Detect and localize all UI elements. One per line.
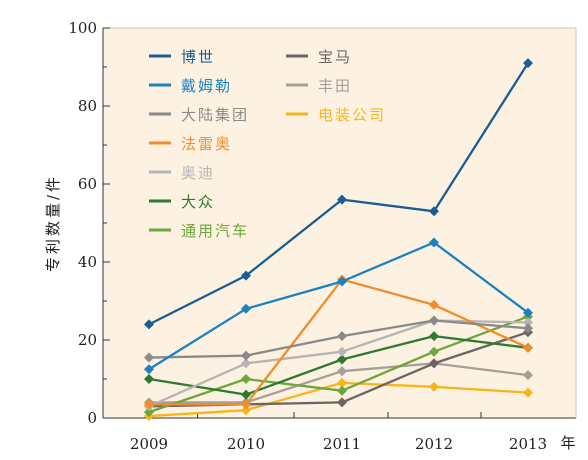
- y-tick-label: 0: [87, 409, 97, 427]
- data-point-marker: [241, 350, 251, 361]
- data-point-marker: [429, 358, 439, 369]
- data-point-marker: [337, 194, 347, 205]
- data-point-marker: [241, 405, 251, 416]
- data-point-marker: [337, 366, 347, 377]
- data-point-marker: [523, 317, 533, 328]
- data-point-marker: [429, 299, 439, 310]
- axes: 0 20 40 60 80 100 2009 2010 2011 2012 2013: [68, 19, 577, 453]
- data-point-marker: [429, 331, 439, 342]
- data-point-marker: [144, 319, 154, 330]
- legend-label: 宝马: [318, 48, 352, 66]
- series-1: [144, 58, 533, 330]
- data-point-marker: [337, 346, 347, 357]
- data-point-marker: [144, 364, 154, 375]
- legend-label: 奥迪: [181, 164, 215, 182]
- data-point-marker: [523, 342, 533, 353]
- data-point-marker: [429, 381, 439, 392]
- data-point-marker: [429, 315, 439, 326]
- data-point-marker: [523, 323, 533, 334]
- data-point-marker: [337, 397, 347, 408]
- data-point-marker: [337, 354, 347, 365]
- data-point-marker: [241, 358, 251, 369]
- data-point-marker: [144, 352, 154, 363]
- data-point-marker: [523, 307, 533, 318]
- legend-item: 通用汽车: [149, 222, 249, 240]
- legend-item: 电装公司: [286, 106, 386, 124]
- legend-item: 大众: [149, 193, 215, 211]
- legend-label: 通用汽车: [181, 222, 249, 240]
- legend-item: 奥迪: [149, 164, 215, 182]
- data-point-marker: [523, 370, 533, 381]
- x-tick-label: 2010: [227, 435, 265, 453]
- data-point-marker: [241, 303, 251, 314]
- legend-label: 大众: [181, 193, 215, 211]
- data-point-marker: [337, 385, 347, 396]
- legend-item: 宝马: [286, 48, 352, 66]
- data-point-marker: [241, 389, 251, 400]
- legend-label: 电装公司: [318, 106, 386, 124]
- y-tick-label: 80: [78, 97, 97, 115]
- y-tick-label: 40: [78, 253, 97, 271]
- legend-item: 丰田: [286, 77, 352, 95]
- data-point-marker: [337, 276, 347, 287]
- x-tick-label: 2013: [509, 435, 547, 453]
- legend-item: 博世: [149, 48, 215, 66]
- data-point-marker: [337, 331, 347, 342]
- legend-label: 博世: [181, 48, 215, 66]
- y-tick-label: 100: [68, 19, 97, 37]
- y-tick-label: 60: [78, 175, 97, 193]
- data-point-marker: [523, 58, 533, 69]
- legend-label: 戴姆勒: [181, 77, 232, 95]
- y-tick-label: 20: [78, 331, 97, 349]
- data-point-marker: [144, 399, 154, 410]
- data-point-marker: [241, 270, 251, 281]
- x-tick-label: 2012: [415, 435, 453, 453]
- data-point-marker: [144, 407, 154, 418]
- data-point-marker: [337, 377, 347, 388]
- y-axis-label: 专利数量/件: [44, 174, 62, 272]
- legend-label: 大陆集团: [181, 106, 249, 124]
- data-point-marker: [429, 346, 439, 357]
- series-layer: [144, 58, 533, 422]
- series-2: [144, 237, 533, 375]
- data-point-marker: [144, 374, 154, 384]
- legend-item: 大陆集团: [149, 106, 249, 124]
- x-tick-label: 2011: [323, 435, 361, 453]
- x-axis-unit: 年: [560, 434, 575, 452]
- series-3: [144, 315, 533, 363]
- x-tick-label: 2009: [130, 435, 168, 453]
- data-point-marker: [429, 237, 439, 248]
- data-point-marker: [429, 206, 439, 217]
- data-point-marker: [523, 387, 533, 398]
- legend-label: 丰田: [318, 77, 352, 95]
- data-point-marker: [241, 374, 251, 384]
- legend-label: 法雷奥: [181, 135, 232, 153]
- legend-item: 法雷奥: [149, 135, 232, 153]
- legend-item: 戴姆勒: [149, 77, 232, 95]
- data-point-marker: [241, 399, 251, 410]
